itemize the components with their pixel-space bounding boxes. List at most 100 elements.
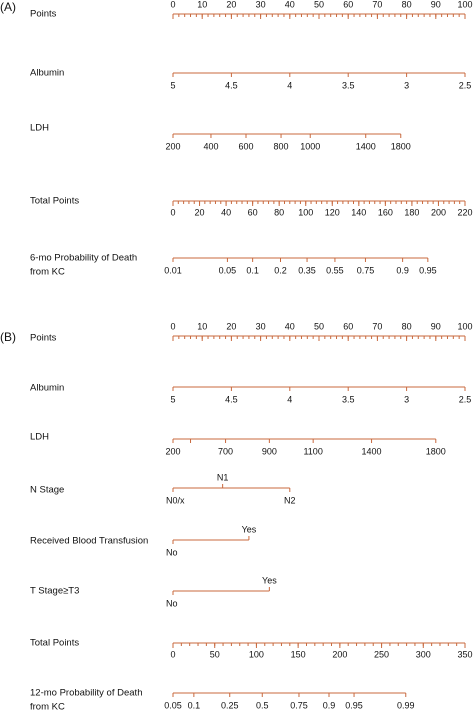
scale-title: 6-mo Probability of Death	[30, 253, 137, 264]
tick-label: 0	[170, 321, 175, 331]
tick-label: 2.5	[459, 80, 472, 90]
panel-label: (B)	[0, 330, 16, 344]
tick-label: 0.99	[397, 700, 415, 710]
tick-label: 50	[210, 649, 220, 659]
tick-label: 0	[170, 0, 175, 9]
tick-label: 700	[218, 446, 233, 456]
tick-label: 3.5	[342, 80, 355, 90]
tick-label: 1100	[303, 446, 322, 456]
tick-label: 1400	[362, 446, 382, 456]
tick-label: 20	[226, 0, 236, 9]
tick-label: 900	[262, 446, 277, 456]
tick-label: 80	[402, 321, 412, 331]
tick-label: 20	[226, 321, 236, 331]
tick-label: 0.1	[188, 700, 201, 710]
tick-label: 60	[248, 207, 258, 217]
tick-label: 30	[256, 0, 266, 9]
tick-label: N1	[217, 472, 229, 482]
tick-label: No	[166, 598, 178, 608]
tick-label: 0	[170, 649, 175, 659]
tick-label: 5	[170, 394, 175, 404]
tick-label: 1800	[426, 446, 446, 456]
scale-title: LDH	[30, 432, 49, 443]
tick-label: 10	[197, 321, 207, 331]
tick-label: 100	[457, 321, 472, 331]
tick-label: 800	[274, 141, 289, 151]
tick-label: 0.95	[345, 700, 363, 710]
tick-label: 30	[256, 321, 266, 331]
tick-label: 180	[404, 207, 419, 217]
tick-label: 1400	[356, 141, 376, 151]
tick-label: 90	[431, 321, 441, 331]
scale-title: from KC	[30, 702, 65, 713]
tick-label: 200	[165, 141, 180, 151]
tick-label: 50	[314, 0, 324, 9]
tick-label: 0.75	[357, 265, 375, 275]
tick-label: 100	[298, 207, 313, 217]
tick-label: 140	[351, 207, 366, 217]
tick-label: 100	[249, 649, 264, 659]
tick-label: 0.05	[164, 700, 182, 710]
tick-label: N0/x	[166, 495, 185, 505]
tick-label: 250	[374, 649, 389, 659]
tick-label: 90	[431, 0, 441, 9]
scale-title: Total Points	[30, 638, 79, 649]
tick-label: 80	[402, 0, 412, 9]
scale-title: from KC	[30, 267, 65, 278]
tick-label: 100	[457, 0, 472, 9]
tick-label: 200	[332, 649, 347, 659]
tick-label: 0.2	[274, 265, 287, 275]
tick-label: 220	[457, 207, 472, 217]
tick-label: 10	[197, 0, 207, 9]
tick-label: 4.5	[225, 80, 238, 90]
tick-label: 80	[274, 207, 284, 217]
scale-title: Points	[30, 9, 57, 20]
scale-title: 12-mo Probability of Death	[30, 688, 142, 699]
scale-title: Received Blood Transfusion	[30, 536, 148, 547]
tick-label: 200	[165, 446, 180, 456]
scale-title: Albumin	[30, 68, 64, 79]
tick-label: 0.01	[164, 265, 182, 275]
tick-label: Yes	[242, 524, 257, 534]
tick-label: 1000	[300, 141, 320, 151]
tick-label: No	[166, 547, 178, 557]
scale-title: N Stage	[30, 485, 64, 496]
scale-title: Total Points	[30, 196, 79, 207]
tick-label: 40	[285, 321, 295, 331]
scale-title: T Stage≥T3	[30, 586, 79, 597]
tick-label: 0.05	[219, 265, 237, 275]
tick-label: 0.5	[256, 700, 269, 710]
tick-label: 20	[195, 207, 205, 217]
tick-label: 600	[238, 141, 253, 151]
tick-label: 5	[170, 80, 175, 90]
scale-title: Points	[30, 333, 57, 344]
scale-title: LDH	[30, 123, 49, 134]
scale-title: Albumin	[30, 383, 64, 394]
tick-label: 0.9	[323, 700, 336, 710]
tick-label: 0.75	[290, 700, 308, 710]
tick-label: 4.5	[225, 394, 238, 404]
tick-label: 400	[203, 141, 218, 151]
tick-label: 350	[457, 649, 472, 659]
tick-label: 0.1	[246, 265, 259, 275]
tick-label: 0.55	[326, 265, 344, 275]
tick-label: 3	[404, 394, 409, 404]
tick-label: 40	[285, 0, 295, 9]
tick-label: 1800	[391, 141, 411, 151]
tick-label: 3	[404, 80, 409, 90]
tick-label: 300	[416, 649, 431, 659]
tick-label: Yes	[262, 575, 277, 585]
tick-label: 70	[372, 321, 382, 331]
tick-label: 40	[221, 207, 231, 217]
tick-label: 60	[343, 0, 353, 9]
tick-label: 0	[170, 207, 175, 217]
tick-label: 0.95	[419, 265, 437, 275]
tick-label: N2	[284, 495, 296, 505]
tick-label: 200	[431, 207, 446, 217]
tick-label: 4	[287, 394, 292, 404]
tick-label: 0.25	[221, 700, 239, 710]
tick-label: 3.5	[342, 394, 355, 404]
tick-label: 70	[372, 0, 382, 9]
tick-label: 0.9	[396, 265, 409, 275]
